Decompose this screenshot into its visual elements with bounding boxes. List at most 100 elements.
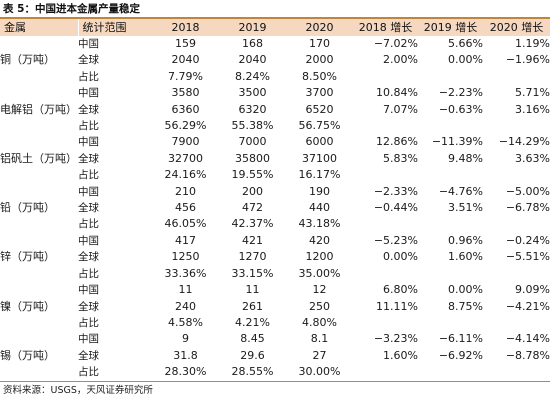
growth-2018: 0.00% — [383, 250, 418, 264]
growth-2019: 5.66% — [448, 37, 483, 50]
growth-2020: 1.19% — [515, 37, 550, 50]
growth-2019 — [418, 315, 483, 331]
value-2020: 6520 — [305, 102, 334, 116]
table-row: 电解铝（万吨） 中国 3580 3500 3700 10.84% −2.23% 5.71% — [0, 85, 550, 115]
growth-2020: −0.24% — [505, 233, 550, 247]
table-row: 全球 2040 2040 2000 2.00% 0.00% −1.96% — [0, 52, 550, 68]
growth-2019: 8.75% — [448, 299, 483, 313]
growth-2018: 10.84% — [376, 86, 418, 100]
table-row: 镍（万吨） 中国 11 11 12 6.80% 0.00% 9.09% — [0, 282, 550, 312]
header-metal: 金属 — [0, 19, 78, 36]
value-2020: 37100 — [302, 151, 337, 165]
value-2019: 8.24% — [235, 69, 270, 83]
value-2018: 2040 — [171, 53, 200, 67]
metal-label: 电解铝（万吨） — [0, 102, 77, 116]
growth-2019: 9.48% — [448, 151, 483, 165]
value-2019: 11 — [245, 283, 260, 297]
value-2018: 46.05% — [164, 217, 207, 231]
scope-cell: 中国 — [78, 185, 99, 198]
value-2018: 7900 — [171, 135, 200, 149]
growth-2019: −6.92% — [438, 348, 483, 362]
growth-2020 — [483, 266, 550, 282]
growth-2019 — [418, 364, 483, 380]
value-2018: 6360 — [171, 102, 200, 116]
value-2019: 42.37% — [231, 217, 274, 231]
header-2018: 2018 — [152, 19, 219, 36]
scope-cell: 占比 — [78, 169, 99, 182]
table-row: 铜（万吨） 中国 159 168 170 −7.02% 5.66% 1.19% — [0, 36, 550, 66]
table-row: 占比 24.16% 19.55% 16.17% — [0, 167, 550, 183]
growth-2019: 3.51% — [448, 201, 483, 215]
table-row: 全球 31.8 29.6 27 1.60% −6.92% −8.78% — [0, 348, 550, 364]
metal-label: 镍（万吨） — [0, 299, 55, 313]
growth-2018: 7.07% — [383, 102, 418, 116]
value-2020: 1200 — [305, 250, 334, 264]
value-2020: 56.75% — [298, 119, 341, 133]
scope-cell: 占比 — [78, 120, 99, 133]
table-row: 全球 240 261 250 11.11% 8.75% −4.21% — [0, 299, 550, 315]
metal-production-table: 金属 统计范围 2018 2019 2020 2018 增长 2019 增长 2… — [0, 19, 550, 381]
value-2019: 200 — [242, 184, 263, 198]
growth-2019: 0.96% — [448, 233, 483, 247]
table-body: 铜（万吨） 中国 159 168 170 −7.02% 5.66% 1.19% 全球 2040 20… — [0, 36, 550, 381]
value-2020: 16.17% — [298, 168, 341, 182]
growth-2019: 0.00% — [448, 283, 483, 297]
growth-2018 — [353, 118, 418, 134]
growth-2019 — [418, 216, 483, 232]
header-2020-growth: 2020 增长 — [483, 19, 550, 36]
header-2019-growth: 2019 增长 — [418, 19, 483, 36]
growth-2018 — [353, 364, 418, 380]
table-row: 占比 46.05% 42.37% 43.18% — [0, 216, 550, 232]
value-2019: 28.55% — [231, 365, 274, 379]
table-caption: 表 5：中国进本金属产量稳定 — [3, 3, 140, 15]
value-2019: 3500 — [238, 86, 267, 100]
scope-cell: 全球 — [78, 300, 99, 313]
growth-2020 — [483, 118, 550, 134]
scope-cell: 中国 — [78, 234, 99, 247]
header-2018-growth: 2018 增长 — [353, 19, 418, 36]
scope-cell: 占比 — [78, 70, 99, 83]
growth-2018: 12.86% — [376, 135, 418, 149]
value-2018: 7.79% — [168, 69, 203, 83]
scope-cell: 中国 — [78, 284, 99, 297]
value-2020: 190 — [309, 184, 330, 198]
value-2020: 4.80% — [302, 315, 337, 329]
metal-label: 铜（万吨） — [0, 53, 55, 67]
value-2020: 3700 — [305, 86, 334, 100]
table-row: 锌（万吨） 中国 417 421 420 −5.23% 0.96% −0.24% — [0, 233, 550, 263]
scope-cell: 占比 — [78, 267, 99, 280]
scope-cell: 占比 — [78, 218, 99, 231]
value-2020: 420 — [309, 233, 330, 247]
table-row: 全球 1250 1270 1200 0.00% 1.60% −5.51% — [0, 249, 550, 265]
scope-cell: 中国 — [78, 136, 99, 149]
value-2019: 1270 — [238, 250, 267, 264]
value-2018: 3580 — [171, 86, 200, 100]
value-2018: 28.30% — [164, 365, 207, 379]
header-scope: 统计范围 — [77, 19, 152, 36]
value-2020: 2000 — [305, 53, 334, 67]
value-2018: 1250 — [171, 250, 200, 264]
header-2020: 2020 — [286, 19, 353, 36]
scope-cell: 中国 — [78, 87, 99, 100]
value-2019: 261 — [242, 299, 263, 313]
growth-2018 — [353, 69, 418, 85]
value-2019: 8.45 — [240, 332, 265, 346]
table-row: 全球 6360 6320 6520 7.07% −0.63% 3.16% — [0, 102, 550, 118]
growth-2018: 5.83% — [383, 151, 418, 165]
growth-2020 — [483, 216, 550, 232]
growth-2018: −0.44% — [373, 201, 418, 215]
value-2018: 56.29% — [164, 119, 207, 133]
scope-cell: 全球 — [78, 349, 99, 362]
scope-cell: 全球 — [78, 251, 99, 264]
table-row: 占比 4.58% 4.21% 4.80% — [0, 315, 550, 331]
growth-2018: 6.80% — [383, 283, 418, 297]
growth-2019 — [418, 266, 483, 282]
table-row: 占比 56.29% 55.38% 56.75% — [0, 118, 550, 134]
growth-2020: −5.51% — [505, 250, 550, 264]
value-2018: 31.8 — [173, 348, 198, 362]
growth-2019: −11.39% — [431, 135, 483, 149]
growth-2020: −1.96% — [505, 53, 550, 67]
value-2020: 6000 — [305, 135, 334, 149]
value-2020: 43.18% — [298, 217, 341, 231]
top-rule — [0, 17, 550, 19]
